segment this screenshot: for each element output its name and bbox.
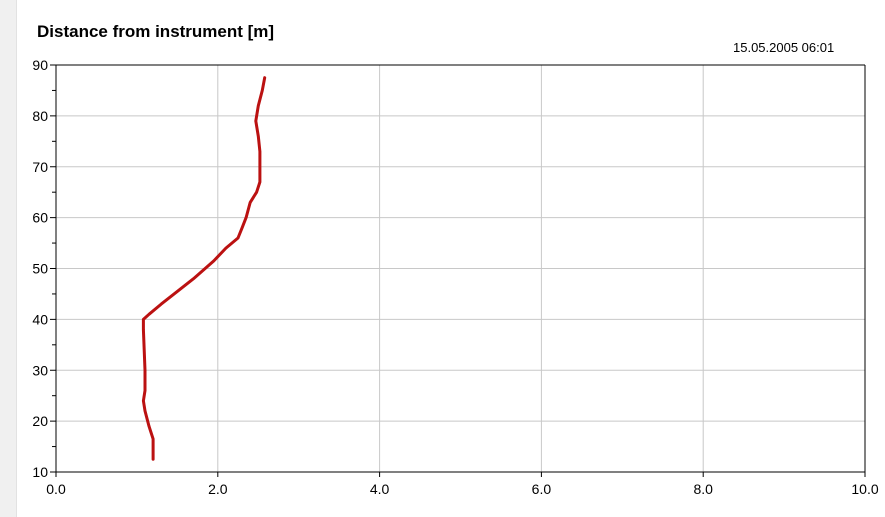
x-tick-label: 10.0 bbox=[851, 481, 878, 497]
y-tick-label: 20 bbox=[32, 413, 48, 429]
series-line bbox=[141, 76, 267, 461]
left-panel-strip bbox=[0, 0, 17, 517]
y-tick-label: 70 bbox=[32, 159, 48, 175]
x-tick-label: 8.0 bbox=[693, 481, 713, 497]
timestamp-label: 15.05.2005 06:01 bbox=[733, 40, 835, 55]
x-tick-label: 2.0 bbox=[208, 481, 228, 497]
x-tick-label: 4.0 bbox=[370, 481, 390, 497]
y-tick-label: 50 bbox=[32, 261, 48, 277]
y-tick-label: 30 bbox=[32, 362, 48, 378]
tick-labels: 10 20 30 40 50 60 70 80 90 0.0 2.0 4.0 6.0 8.0 10.0 bbox=[32, 57, 878, 497]
y-tick-label: 40 bbox=[32, 311, 48, 327]
x-tick-label: 6.0 bbox=[532, 481, 552, 497]
chart-title: Distance from instrument [m] bbox=[37, 22, 275, 41]
y-tick-label: 90 bbox=[32, 57, 48, 73]
y-tick-label: 60 bbox=[32, 210, 48, 226]
y-tick-label: 10 bbox=[32, 464, 48, 480]
gridlines bbox=[56, 64, 866, 472]
x-tick-label: 0.0 bbox=[46, 481, 66, 497]
axes bbox=[50, 64, 866, 477]
series-layer bbox=[141, 76, 267, 461]
y-tick-label: 80 bbox=[32, 108, 48, 124]
